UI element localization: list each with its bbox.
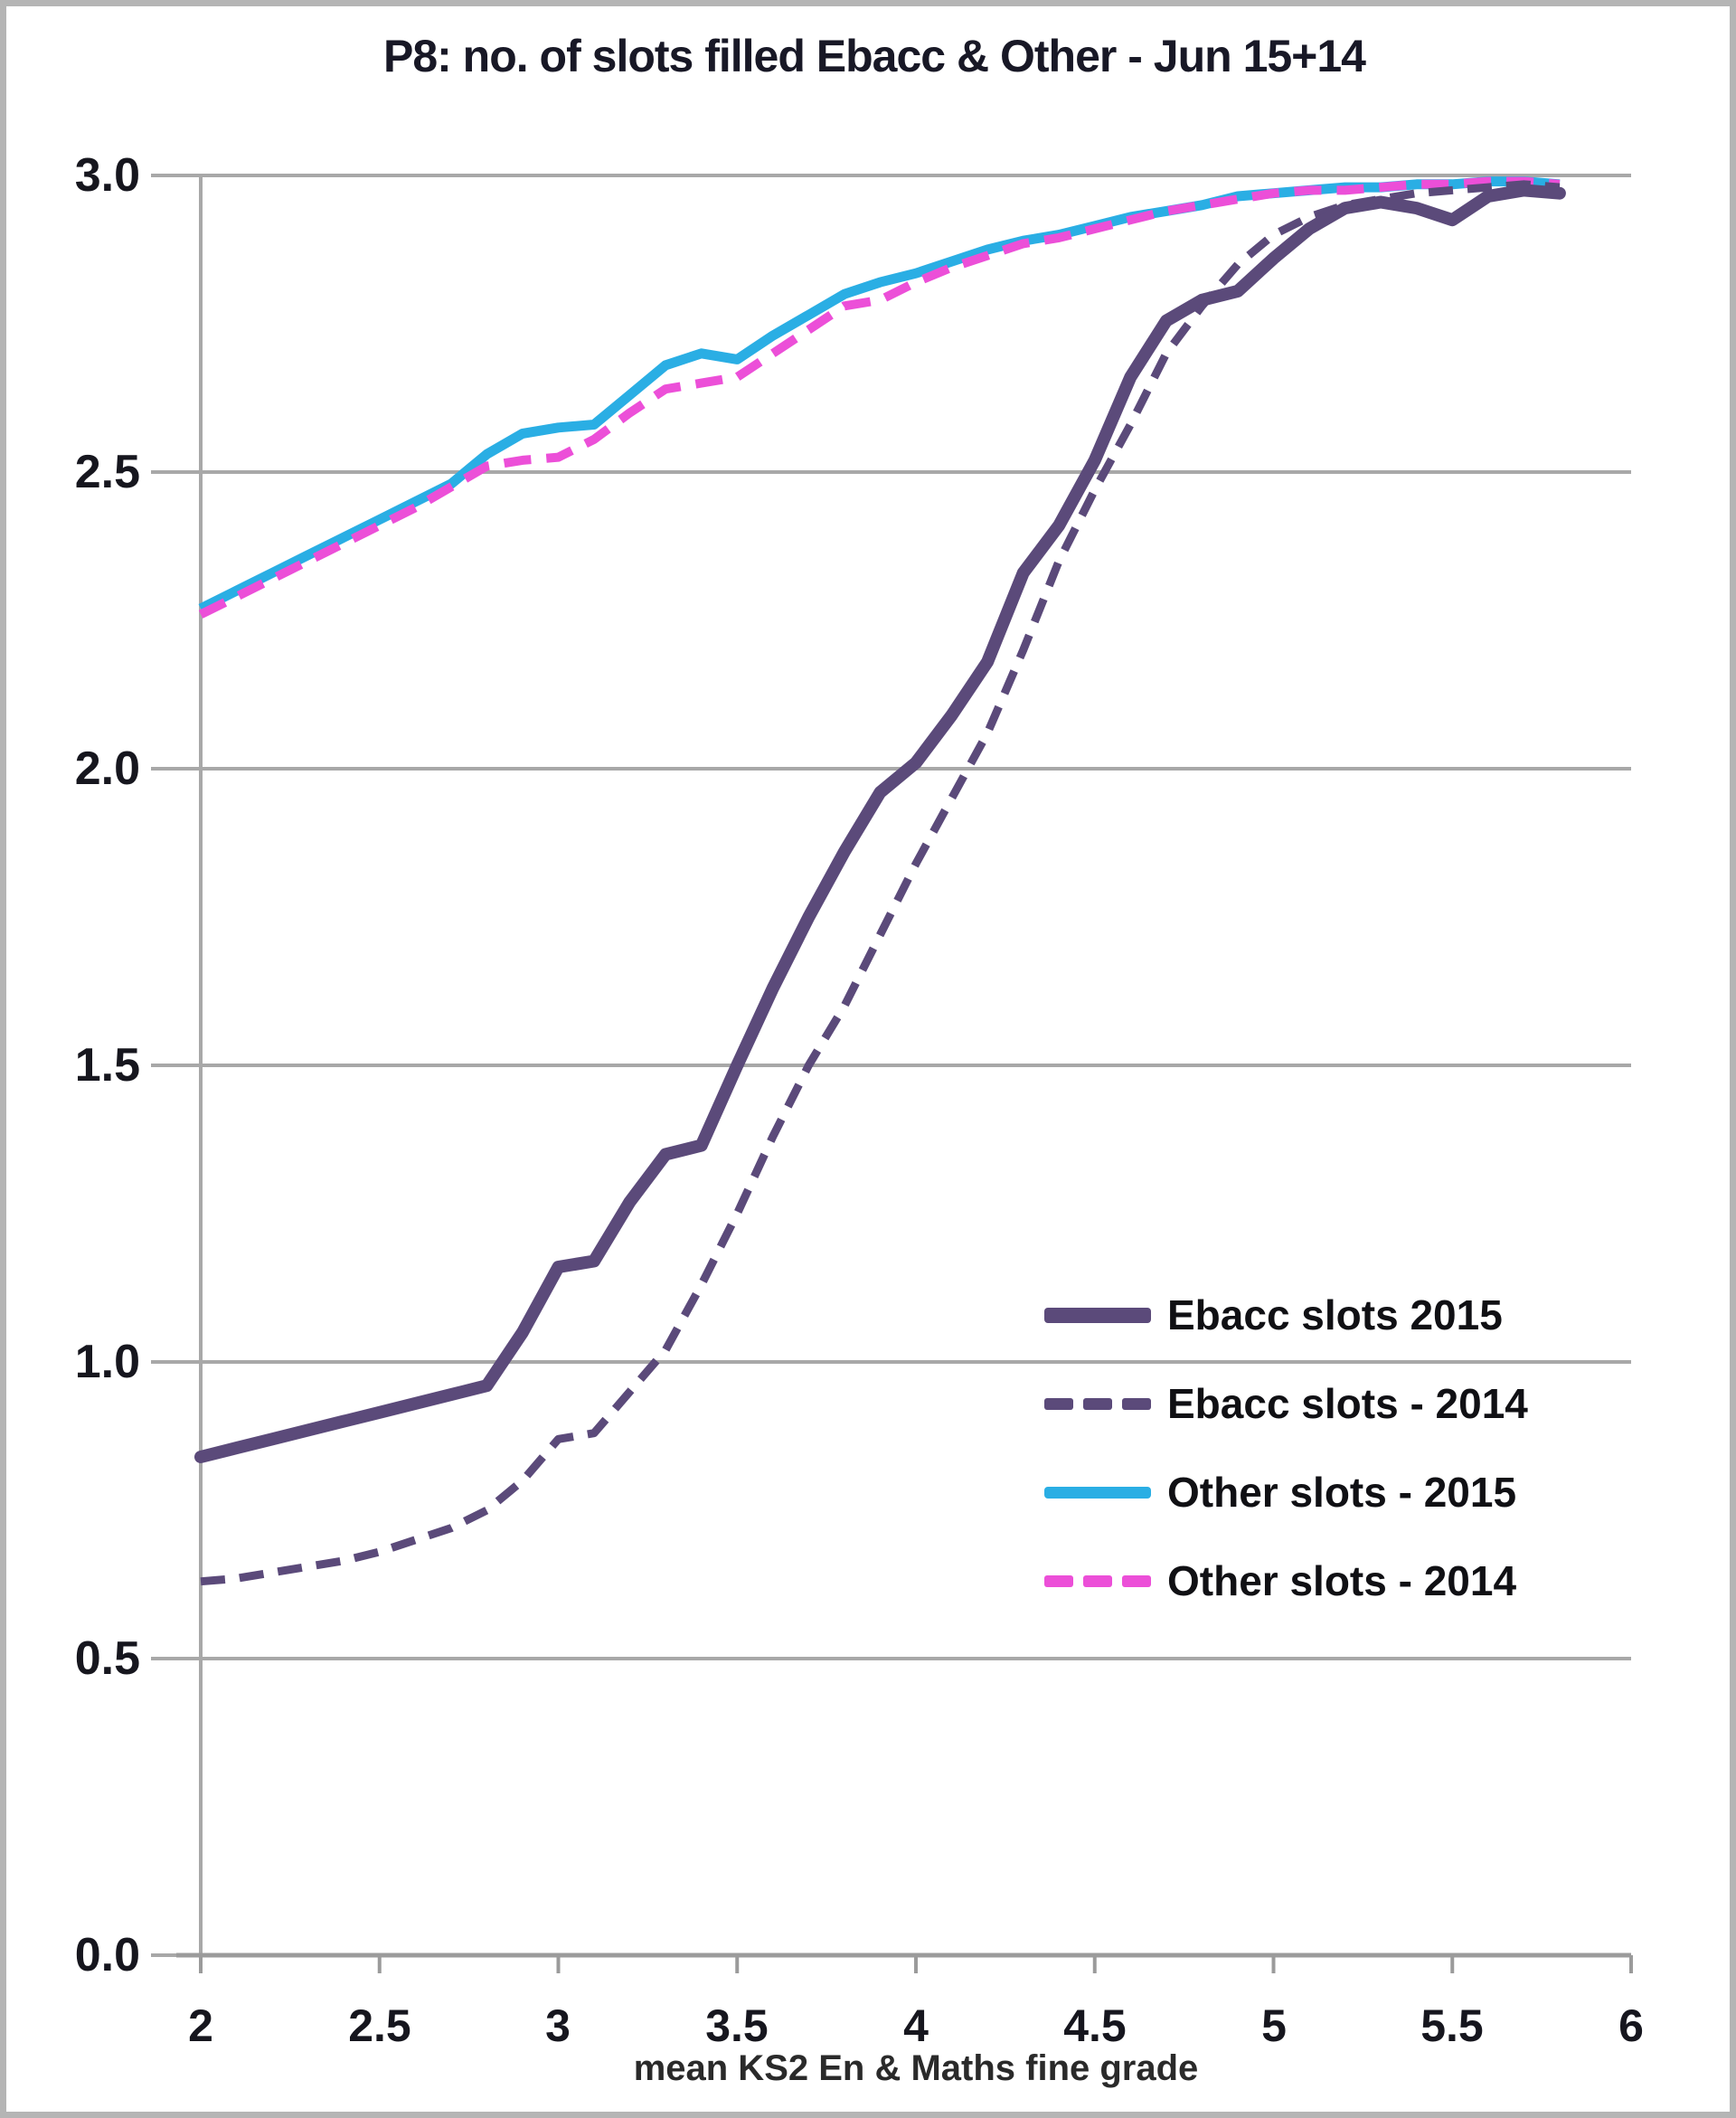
plot-area xyxy=(151,174,1633,1973)
legend-label: Other slots - 2014 xyxy=(1167,1557,1517,1604)
solid-line-swatch-icon xyxy=(1044,1486,1151,1499)
x-tick-label: 2 xyxy=(188,2000,213,2051)
chart-title: P8: no. of slots filled Ebacc & Other - … xyxy=(382,31,1366,81)
x-tick-label: 2.5 xyxy=(348,2000,411,2051)
legend-item-other-2014: Other slots - 2014 xyxy=(1044,1549,1516,1612)
solid-line-swatch-icon xyxy=(1044,1307,1151,1323)
x-tick-label: 3.5 xyxy=(705,2000,769,2051)
legend-item-ebacc-2014: Ebacc slots - 2014 xyxy=(1044,1372,1528,1435)
y-tick-label: 2.5 xyxy=(74,446,140,498)
x-tick-label: 3 xyxy=(545,2000,571,2051)
legend-item-ebacc-2015: Ebacc slots 2015 xyxy=(1044,1283,1503,1347)
series-ebacc-slots-2015 xyxy=(194,184,1566,1463)
y-tick-label: 2.0 xyxy=(74,742,140,795)
y-tick-label: 0.0 xyxy=(74,1929,140,1981)
y-tick-label: 1.5 xyxy=(74,1039,140,1092)
y-tick-label: 3.0 xyxy=(74,149,140,202)
dashed-line-swatch-icon xyxy=(1044,1397,1151,1410)
x-tick-label: 4 xyxy=(903,2000,929,2051)
legend-label: Ebacc slots 2015 xyxy=(1167,1291,1503,1338)
x-tick-label: 6 xyxy=(1618,2000,1644,2051)
series-other-slots-2015 xyxy=(198,176,1561,613)
x-tick-label: 4.5 xyxy=(1063,2000,1127,2051)
legend-label: Ebacc slots - 2014 xyxy=(1167,1380,1528,1427)
legend-label: Other slots - 2015 xyxy=(1167,1469,1517,1516)
y-tick-label: 1.0 xyxy=(74,1336,140,1388)
series-other-slots-2014 xyxy=(198,176,1561,619)
legend-item-other-2015: Other slots - 2015 xyxy=(1044,1461,1516,1524)
x-axis-title: mean KS2 En & Maths fine grade xyxy=(633,2048,1199,2088)
y-tick-label: 0.5 xyxy=(74,1632,140,1685)
x-tick-label: 5 xyxy=(1261,2000,1287,2051)
x-tick-label: 5.5 xyxy=(1420,2000,1484,2051)
dashed-line-swatch-icon xyxy=(1044,1574,1151,1587)
